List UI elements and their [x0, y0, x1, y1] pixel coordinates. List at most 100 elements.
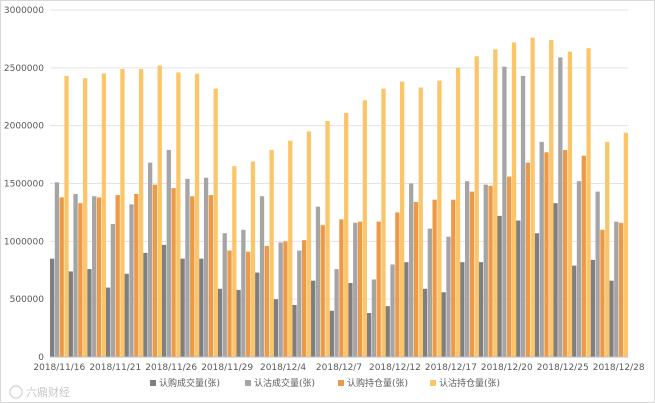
bar-3-2018-11-30 [246, 251, 251, 357]
x-tick-label: 2018/11/26 [145, 363, 197, 373]
bar-4-2018-12-12 [399, 81, 405, 358]
bar-3-2018-12-13 [413, 202, 419, 357]
y-tick-label: 1000000 [4, 237, 44, 247]
bar-2-2018-12-26 [576, 181, 582, 357]
bar-4-2018-12-20 [511, 42, 517, 358]
bar-4-2018-12-3 [269, 149, 274, 357]
legend-label: 认购持仓量(张) [347, 377, 408, 389]
bar-2-2018-12-25 [558, 57, 563, 357]
bar-1-2018-11-28 [199, 258, 204, 357]
bar-4-2018-12-10 [362, 100, 367, 357]
bars [49, 37, 629, 358]
bar-1-2018-11-20 [87, 269, 92, 357]
bar-1-2018-12-24 [534, 233, 540, 357]
watermark-text: 六鼎财经 [26, 385, 70, 399]
bar-2-2018-12-18 [464, 181, 470, 357]
bar-1-2018-11-26 [161, 244, 167, 357]
y-tick-label: 3000000 [4, 6, 44, 16]
bar-2-2018-12-20 [502, 66, 507, 357]
bar-1-2018-11-29 [217, 288, 223, 357]
y-axis-ticks: 0 500000 1000000 1500000 2000000 2500000 30000… [4, 6, 44, 363]
x-tick-label: 2018/12/28 [593, 363, 645, 373]
bar-2-2018-12-6 [315, 206, 321, 357]
bar-1-2018-12-10 [348, 282, 353, 357]
bar-4-2018-12-4 [288, 140, 293, 357]
bar-4-2018-12-27 [605, 141, 610, 357]
bar-2-2018-12-7 [334, 269, 339, 357]
y-tick-label: 2500000 [4, 64, 44, 74]
bar-1-2018-12-14 [422, 288, 428, 357]
x-tick-label: 2018/11/29 [201, 363, 253, 373]
bar-3-2018-11-22 [134, 193, 139, 357]
bar-1-2018-12-7 [329, 310, 334, 357]
bar-1-2018-11-21 [105, 287, 111, 357]
bar-2-2018-11-29 [222, 233, 227, 357]
bar-2-2018-12-28 [614, 221, 619, 357]
x-tick-label: 2018/12/7 [316, 363, 362, 373]
bar-4-2018-11-21 [120, 68, 125, 358]
bar-3-2018-12-3 [264, 245, 269, 357]
bar-3-2018-12-17 [451, 199, 456, 357]
y-tick-label: 500000 [10, 295, 45, 305]
bar-4-2018-12-13 [418, 87, 423, 357]
bar-1-2018-12-27 [590, 259, 595, 357]
bar-3-2018-12-6 [320, 225, 325, 357]
bar-3-2018-12-19 [488, 185, 493, 357]
bar-2-2018-11-26 [166, 149, 171, 357]
bar-2-2018-11-22 [129, 204, 134, 357]
bar-4-2018-12-7 [344, 112, 349, 358]
bar-3-2018-12-26 [581, 155, 586, 357]
bar-4-2018-12-5 [306, 131, 312, 357]
bar-1-2018-11-27 [180, 258, 185, 357]
bar-2-2018-12-12 [390, 264, 395, 357]
legend: 认购成交量(张) 认沽成交量(张) 认购持仓量(张) 认沽持仓量(张) [150, 377, 500, 389]
bar-4-2018-11-23 [157, 65, 162, 358]
x-tick-label: 2018/12/20 [481, 363, 533, 373]
bar-3-2018-11-16 [59, 197, 64, 357]
bar-1-2018-12-20 [497, 215, 502, 357]
y-tick-label: 1500000 [4, 180, 44, 190]
bar-2-2018-11-21 [110, 223, 116, 357]
bar-4-2018-11-20 [101, 73, 106, 357]
y-tick-label: 2000000 [4, 122, 44, 132]
bar-2-2018-12-3 [259, 196, 265, 357]
bar-3-2018-12-4 [283, 241, 288, 357]
bar-3-2018-11-26 [171, 188, 176, 357]
bar-1-2018-11-30 [236, 289, 241, 357]
x-tick-label: 2018/12/25 [537, 363, 589, 373]
bar-3-2018-12-5 [301, 240, 307, 357]
x-tick-label: 2018/11/21 [89, 363, 141, 373]
bar-3-2018-12-10 [357, 221, 363, 357]
bar-3-2018-12-12 [395, 212, 400, 357]
bar-1-2018-12-12 [385, 306, 390, 357]
bar-4-2018-11-29 [232, 166, 237, 357]
bar-4-2018-12-24 [549, 40, 554, 357]
bar-1-2018-12-13 [404, 262, 409, 357]
bar-4-2018-12-25 [567, 51, 573, 357]
bar-2-2018-11-27 [185, 178, 190, 357]
watermark-logo-icon [9, 385, 23, 399]
bar-3-2018-12-14 [432, 199, 437, 357]
bar-1-2018-12-5 [292, 304, 297, 357]
bar-4-2018-12-28 [623, 132, 629, 357]
bar-1-2018-12-18 [460, 262, 465, 357]
legend-swatch [150, 380, 156, 386]
bar-2-2018-11-19 [73, 193, 78, 357]
bar-1-2018-12-19 [478, 262, 484, 357]
legend-label: 认沽持仓量(张) [439, 377, 500, 389]
bar-2-2018-11-16 [54, 182, 60, 357]
bar-4-2018-11-26 [176, 72, 181, 358]
bar-2-2018-11-28 [203, 177, 209, 357]
bar-2-2018-12-4 [278, 242, 283, 357]
bar-4-2018-11-27 [194, 73, 200, 357]
x-tick-label: 2018/12/4 [260, 363, 306, 373]
bar-3-2018-12-21 [525, 162, 531, 357]
bar-3-2018-12-27 [600, 229, 605, 357]
legend-swatch [338, 380, 344, 386]
bar-3-2018-11-29 [227, 250, 232, 357]
legend-label: 认沽成交量(张) [254, 377, 315, 389]
bar-2-2018-12-5 [297, 250, 302, 357]
bar-1-2018-11-22 [124, 273, 129, 357]
y-tick-label: 0 [38, 353, 44, 363]
